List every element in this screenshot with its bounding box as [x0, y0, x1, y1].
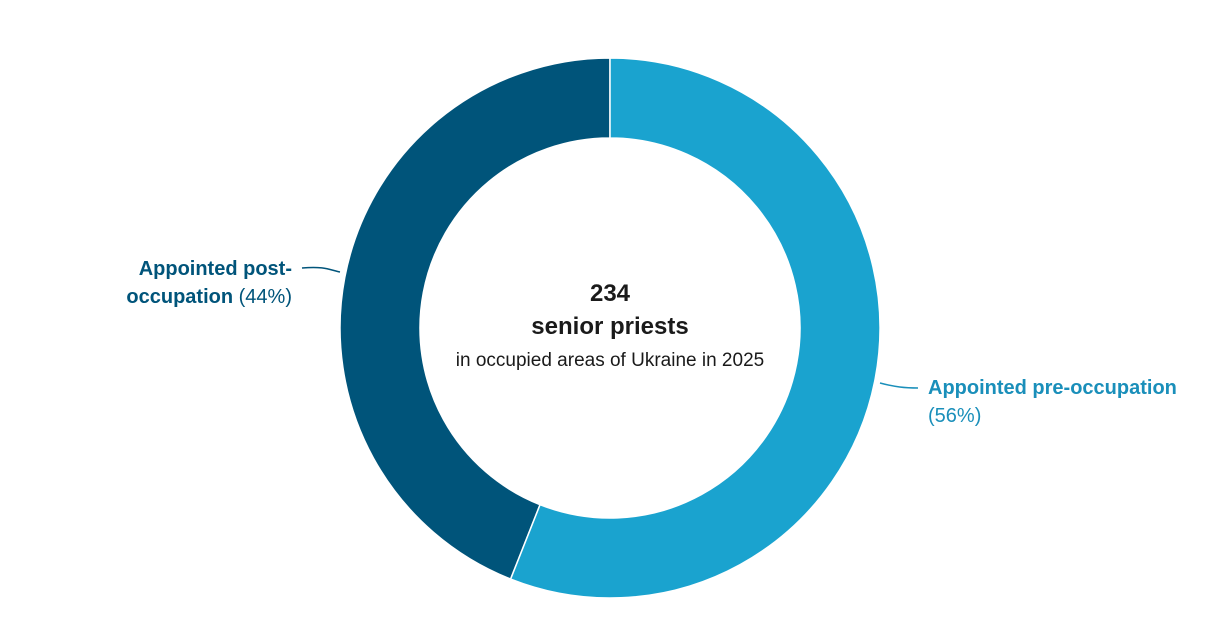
donut-slice	[509, 57, 881, 599]
value-label: (56%)	[928, 405, 982, 427]
category-label: Appointed pre-occupation	[928, 377, 1177, 399]
slice-label: Appointed post-occupation (44%)	[96, 255, 292, 311]
leader-line	[301, 266, 341, 273]
slice-label: Appointed pre-occupation (56%)	[928, 374, 1213, 430]
center-subtitle: in occupied areas of Ukraine in 2025	[455, 350, 765, 371]
category-label: Appointed post-occupation	[126, 258, 292, 308]
center-title: senior priests	[531, 313, 689, 340]
value-label: (44%)	[238, 286, 292, 308]
leader-line	[879, 382, 919, 389]
center-value: 234	[589, 280, 631, 307]
donut-slice	[339, 57, 611, 581]
